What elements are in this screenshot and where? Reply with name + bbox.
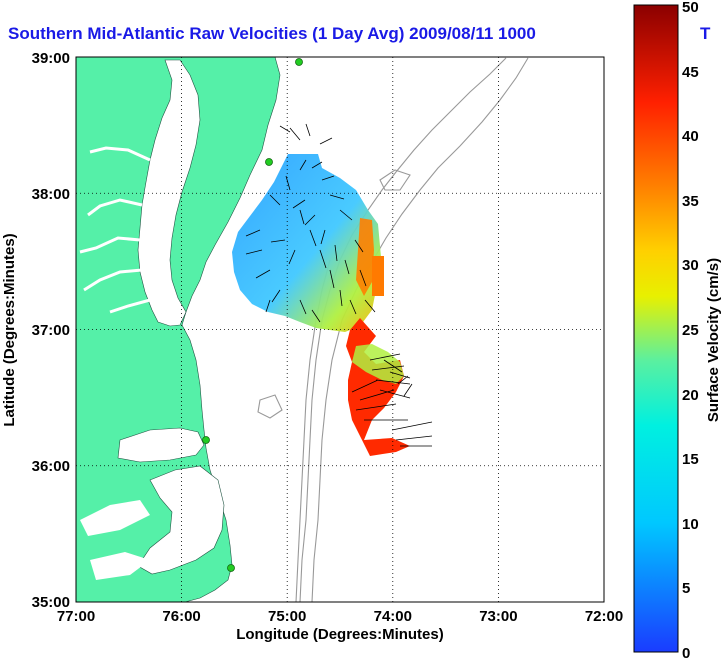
colorbar-tick: 30 xyxy=(682,257,699,274)
velocity-field-edge xyxy=(356,218,374,296)
y-axis: 39:00 38:00 37:00 36:00 35:00 Latitude (… xyxy=(1,50,70,611)
velocity-vectors xyxy=(245,123,433,447)
colorbar-tick: 20 xyxy=(682,387,699,404)
grid xyxy=(76,57,604,602)
velocity-field-strip xyxy=(372,256,384,296)
y-tick-label: 35:00 xyxy=(32,594,70,611)
plot-frame xyxy=(75,56,605,603)
velocity-field xyxy=(232,154,382,332)
colorbar-tick: 45 xyxy=(682,64,699,81)
x-tick-label: 77:00 xyxy=(57,608,95,625)
pamlico-river xyxy=(80,500,150,536)
station-marker xyxy=(265,158,273,166)
colorbar-tick: 10 xyxy=(682,516,699,533)
x-axis-label: Longitude (Degrees:Minutes) xyxy=(236,626,444,643)
colorbar-gradient xyxy=(633,4,679,653)
colorbar-tick: 0 xyxy=(682,645,690,659)
colorbar-tick: 50 xyxy=(682,0,699,16)
y-tick-label: 39:00 xyxy=(32,50,70,67)
station-marker xyxy=(227,564,235,572)
x-axis: 77:00 76:00 75:00 74:00 73:00 72:00 Long… xyxy=(57,608,623,643)
colorbar-tick: 5 xyxy=(682,580,690,597)
velocity-field-band xyxy=(352,344,404,384)
colorbar-tick: 40 xyxy=(682,128,699,145)
x-tick-label: 72:00 xyxy=(585,608,623,625)
plot-area xyxy=(76,57,604,602)
y-axis-label: Latitude (Degrees:Minutes) xyxy=(1,233,18,426)
x-tick-label: 74:00 xyxy=(374,608,412,625)
colorbar-tick: 25 xyxy=(682,322,699,339)
colorbar: 50 45 40 35 30 25 20 15 10 5 0 Surface V… xyxy=(633,0,722,659)
y-tick-label: 37:00 xyxy=(32,322,70,339)
station-marker xyxy=(295,58,303,66)
station-marker xyxy=(202,436,210,444)
map-title: Southern Mid-Atlantic Raw Velocities (1 … xyxy=(8,24,536,43)
pamlico-sound xyxy=(137,465,225,575)
y-tick-label: 36:00 xyxy=(32,458,70,475)
map-title-tail: T xyxy=(700,24,711,43)
rivers xyxy=(79,146,151,314)
radar-stations xyxy=(202,58,303,572)
colorbar-label: Surface Velocity (cm/s) xyxy=(705,258,722,422)
colorbar-tick: 15 xyxy=(682,451,699,468)
x-tick-label: 76:00 xyxy=(162,608,200,625)
colorbar-tick: 35 xyxy=(682,193,699,210)
neuse-river xyxy=(90,552,150,580)
x-tick-label: 73:00 xyxy=(479,608,517,625)
albemarle-sound xyxy=(117,427,205,463)
y-tick-label: 38:00 xyxy=(32,186,70,203)
x-tick-label: 75:00 xyxy=(268,608,306,625)
